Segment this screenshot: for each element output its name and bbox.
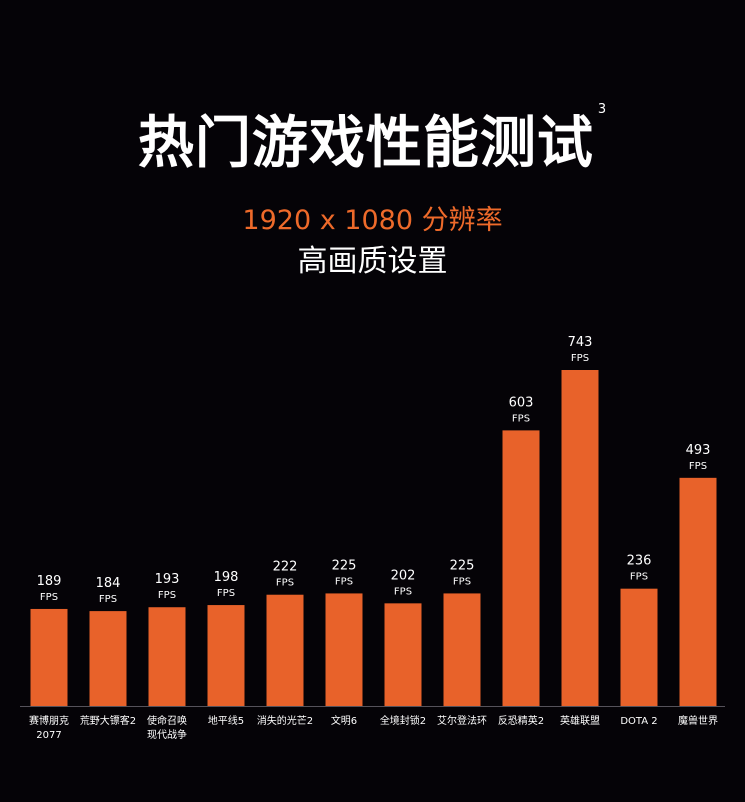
bar	[207, 605, 245, 706]
page-title: 热门游戏性能测试3	[0, 98, 745, 179]
quality-subtitle: 高画质设置	[297, 244, 448, 279]
bar	[561, 370, 599, 706]
category-label: 荒野大镖客2	[80, 714, 136, 727]
category-label: 反恐精英2	[498, 714, 544, 727]
resolution-subtitle: 1920 x 1080 分辨率	[242, 205, 503, 236]
value-label: 603	[509, 395, 534, 410]
bar	[620, 588, 658, 706]
unit-label: FPS	[99, 594, 117, 605]
category-label: 现代战争	[147, 728, 187, 741]
bar	[30, 608, 68, 706]
unit-label: FPS	[158, 590, 176, 601]
value-label: 184	[96, 576, 121, 591]
value-label: 189	[37, 574, 62, 589]
category-label: 魔兽世界	[678, 714, 718, 727]
category-label: 全境封锁2	[380, 714, 426, 727]
value-label: 193	[155, 572, 180, 587]
unit-label: FPS	[394, 586, 412, 597]
value-label: 222	[273, 560, 298, 575]
category-label: 艾尔登法环	[437, 714, 487, 727]
unit-label: FPS	[630, 572, 648, 583]
bar	[325, 593, 363, 706]
unit-label: FPS	[276, 578, 294, 589]
title-text: 热门游戏性能测试	[137, 111, 594, 176]
value-label: 225	[450, 558, 475, 573]
category-label: 使命召唤	[147, 714, 187, 727]
unit-label: FPS	[40, 592, 58, 603]
category-label: 英雄联盟	[560, 714, 600, 727]
value-label: 225	[332, 558, 357, 573]
bar	[679, 477, 717, 706]
footnote-marker: 3	[597, 102, 608, 117]
value-label: 236	[627, 554, 652, 569]
category-label: DOTA 2	[620, 716, 657, 727]
value-label: 743	[568, 335, 593, 350]
value-label: 493	[686, 443, 711, 458]
value-label: 198	[214, 570, 239, 585]
bar	[266, 594, 304, 706]
category-label: 文明6	[331, 714, 357, 727]
category-label: 赛博朋克	[29, 714, 69, 727]
category-label: 2077	[36, 730, 61, 741]
bar	[384, 603, 422, 706]
bar	[502, 430, 540, 706]
unit-label: FPS	[453, 576, 471, 587]
unit-label: FPS	[335, 576, 353, 587]
unit-label: FPS	[571, 353, 589, 364]
bar	[148, 607, 186, 706]
category-label: 消失的光芒2	[257, 714, 313, 727]
category-label: 地平线5	[208, 714, 244, 727]
bar	[89, 611, 127, 706]
bar	[443, 593, 481, 706]
unit-label: FPS	[689, 461, 707, 472]
value-label: 202	[391, 568, 416, 583]
unit-label: FPS	[512, 413, 530, 424]
unit-label: FPS	[217, 588, 235, 599]
